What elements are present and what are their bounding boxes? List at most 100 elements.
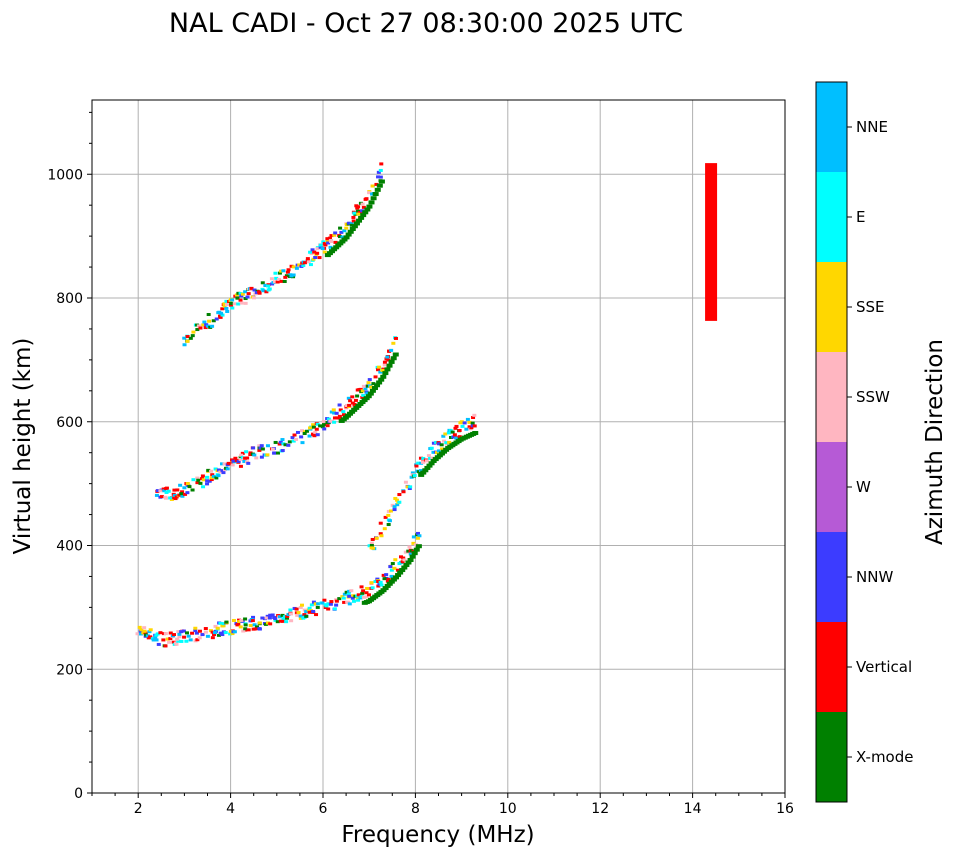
echo-point <box>386 581 393 586</box>
echo-point <box>389 568 394 572</box>
echo-point <box>285 270 290 274</box>
echo-point <box>213 467 218 471</box>
echo-point <box>196 478 201 482</box>
echo-point <box>462 421 467 425</box>
echo-point <box>326 602 331 606</box>
echo-point <box>296 611 301 615</box>
echo-point <box>364 197 369 201</box>
echo-point <box>168 637 173 641</box>
echo-point <box>215 626 220 630</box>
echo-point <box>454 424 459 428</box>
echo-point <box>201 485 206 489</box>
echo-point <box>380 588 387 593</box>
echo-point <box>360 395 365 399</box>
echo-point <box>347 221 352 225</box>
echo-point <box>281 269 286 273</box>
echo-point <box>240 292 245 296</box>
echo-point <box>277 442 282 446</box>
echo-point <box>248 453 253 457</box>
echo-point <box>420 460 425 464</box>
echo-point <box>257 627 262 631</box>
echo-point <box>238 457 243 461</box>
echo-point <box>322 427 327 431</box>
echo-point <box>365 394 372 399</box>
echo-point <box>272 451 277 455</box>
y-tick-label: 400 <box>56 539 83 555</box>
echo-point <box>198 481 203 485</box>
echo-point <box>135 632 140 636</box>
echo-point <box>440 447 445 451</box>
echo-point <box>408 485 413 489</box>
echo-point <box>236 302 241 306</box>
echo-point <box>320 601 325 605</box>
echo-point <box>407 487 412 491</box>
echo-point <box>370 537 375 541</box>
echo-point <box>195 328 200 332</box>
echo-point <box>368 200 375 205</box>
echo-point <box>337 414 342 418</box>
echo-point <box>411 541 416 545</box>
echo-point <box>434 451 439 455</box>
echo-point <box>363 387 368 391</box>
echo-point <box>137 625 142 629</box>
echo-point <box>270 447 275 451</box>
echo-point <box>298 605 303 609</box>
echo-point <box>378 532 383 536</box>
echo-point <box>351 594 356 598</box>
echo-point <box>311 257 316 261</box>
echo-point <box>376 183 383 188</box>
echo-point <box>315 422 320 426</box>
echo-point <box>202 320 207 324</box>
echo-point <box>338 235 343 239</box>
echo-point <box>195 481 200 485</box>
echo-point <box>243 456 248 460</box>
echo-point <box>280 438 285 442</box>
echo-point <box>264 616 269 620</box>
echo-point <box>185 335 190 339</box>
echo-point <box>367 544 372 548</box>
echo-point <box>211 474 216 478</box>
echo-point <box>371 546 376 550</box>
echo-point <box>282 280 287 284</box>
echo-point <box>323 603 328 607</box>
echo-point <box>313 602 318 606</box>
echo-point <box>371 386 378 391</box>
echo-point <box>411 535 416 539</box>
echo-point <box>181 629 186 633</box>
echo-point <box>174 495 179 499</box>
echo-point <box>307 606 312 610</box>
echo-point <box>375 577 380 581</box>
echo-point <box>260 447 265 451</box>
echo-point <box>240 451 245 455</box>
echo-point <box>426 454 431 458</box>
echo-point <box>282 615 287 619</box>
echo-point <box>230 306 235 310</box>
echo-point <box>311 425 316 429</box>
echo-point <box>205 324 210 328</box>
echo-point <box>362 210 369 215</box>
echo-point <box>403 563 410 568</box>
echo-point <box>201 323 206 327</box>
echo-point <box>387 519 392 523</box>
echo-point <box>322 250 327 254</box>
echo-point <box>284 274 289 278</box>
echo-point <box>252 288 257 292</box>
echo-point <box>430 456 435 460</box>
echo-point <box>342 592 347 596</box>
echo-point <box>315 251 320 255</box>
echo-point <box>360 209 365 213</box>
echo-point <box>421 456 426 460</box>
echo-point <box>251 446 256 450</box>
echo-point <box>191 478 196 482</box>
echo-point <box>168 496 173 500</box>
echo-point <box>369 541 374 545</box>
echo-point <box>273 271 278 275</box>
echo-point <box>268 613 273 617</box>
echo-point <box>401 490 406 494</box>
plot-background <box>92 100 785 793</box>
echo-point <box>222 462 227 466</box>
echo-point <box>248 624 253 628</box>
echo-point <box>221 624 226 628</box>
echo-point <box>237 620 242 624</box>
y-axis-label: Virtual height (km) <box>10 338 36 555</box>
